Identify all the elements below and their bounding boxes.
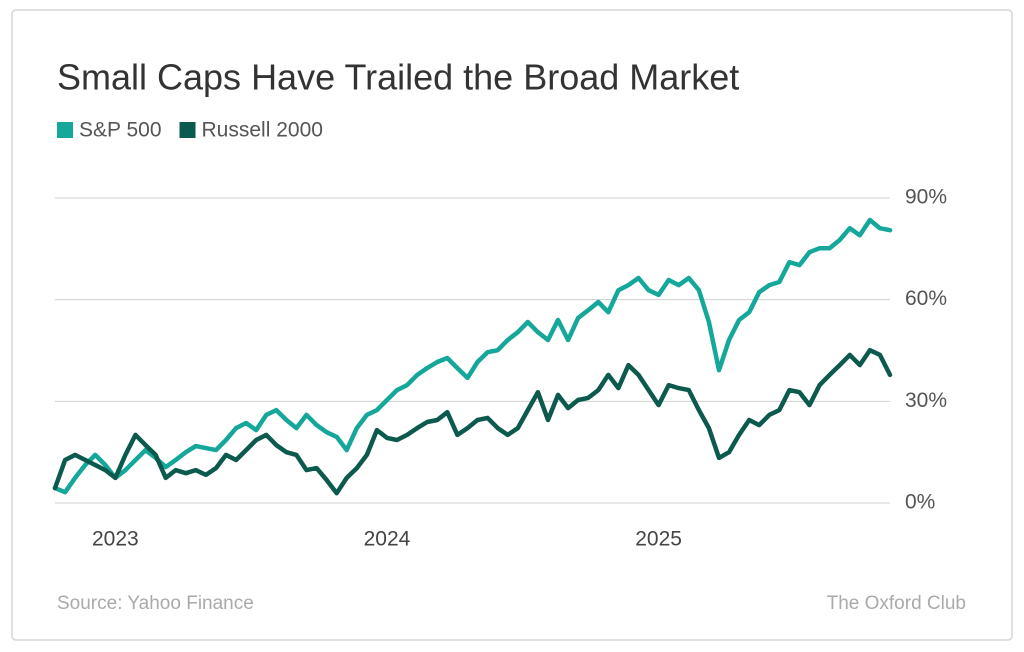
legend-label: S&P 500: [79, 119, 162, 142]
y-tick-label: 0%: [905, 491, 935, 514]
series-line: [52, 347, 893, 496]
credit: The Oxford Club: [827, 593, 966, 614]
x-tick-label: 2023: [92, 528, 139, 551]
y-tick-label: 30%: [905, 389, 947, 412]
x-tick-label: 2024: [364, 528, 411, 551]
series-line: [52, 217, 893, 495]
legend-swatch: [57, 122, 73, 138]
chart-title: Small Caps Have Trailed the Broad Market: [57, 57, 739, 98]
source: Source: Yahoo Finance: [57, 593, 254, 614]
legend-label: Russell 2000: [202, 119, 323, 142]
card: [11, 9, 1013, 641]
legend-swatch: [179, 122, 196, 138]
y-tick-label: 60%: [905, 287, 947, 310]
x-tick-label: 2025: [635, 528, 682, 551]
y-tick-label: 90%: [905, 186, 947, 209]
legend: S&P 500 Russell 2000: [57, 119, 323, 142]
